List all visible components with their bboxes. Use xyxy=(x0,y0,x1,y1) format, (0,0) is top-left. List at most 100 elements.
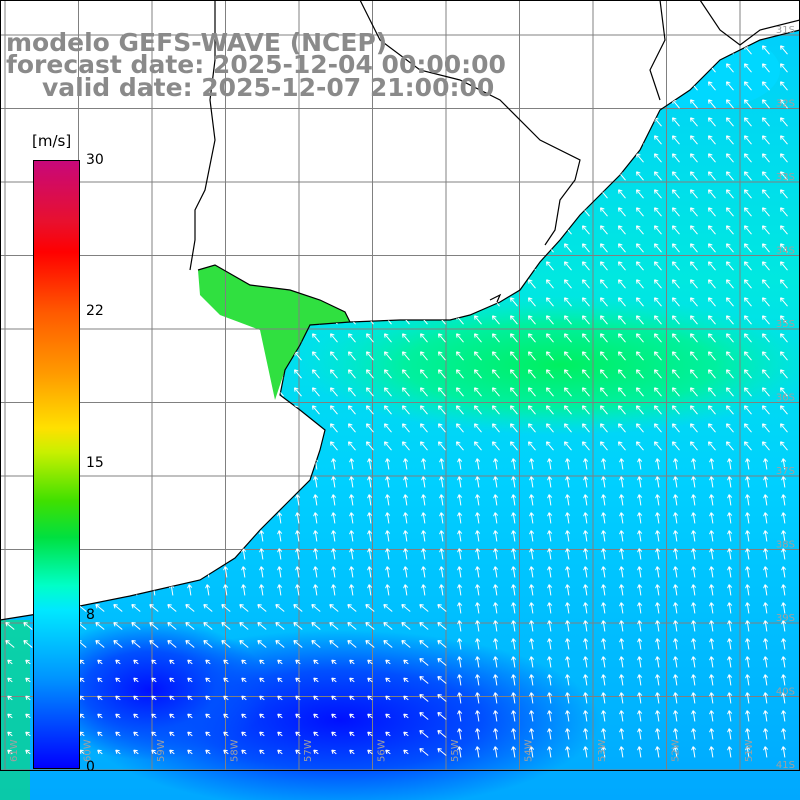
wind-arrow xyxy=(509,441,518,451)
wind-arrow xyxy=(637,728,643,740)
wind-arrow xyxy=(529,710,535,722)
wind-arrow xyxy=(743,387,752,397)
wind-arrow xyxy=(653,351,662,361)
wind-arrow xyxy=(187,584,193,596)
wind-arrow xyxy=(599,441,608,451)
wind-arrow xyxy=(709,692,715,704)
wind-arrow xyxy=(437,369,446,379)
wind-arrow xyxy=(437,675,447,684)
wind-arrow xyxy=(475,710,481,722)
wind-arrow xyxy=(761,45,770,55)
wind-arrow xyxy=(565,512,571,524)
wind-arrow xyxy=(509,423,518,433)
wind-arrow xyxy=(313,530,319,542)
wind-arrow xyxy=(347,333,356,343)
wind-arrow xyxy=(599,369,608,379)
wind-arrow xyxy=(545,423,554,433)
wind-arrow xyxy=(547,620,553,632)
wind-arrow xyxy=(671,405,680,415)
wind-arrow xyxy=(655,638,661,650)
wind-arrow xyxy=(709,566,715,578)
wind-arrow xyxy=(133,659,139,665)
wind-arrow xyxy=(707,171,716,181)
wind-arrow xyxy=(401,603,411,612)
wind-arrow xyxy=(259,731,265,737)
wind-arrow xyxy=(727,458,733,470)
wind-arrow xyxy=(781,602,787,614)
wind-arrow xyxy=(689,99,698,109)
wind-arrow xyxy=(763,512,769,524)
wind-arrow xyxy=(599,243,608,253)
wind-arrow xyxy=(311,621,321,630)
wind-arrow xyxy=(331,476,337,488)
wind-arrow xyxy=(295,584,301,596)
wind-arrow xyxy=(619,548,625,560)
wind-arrow xyxy=(581,387,590,397)
wind-arrow xyxy=(619,458,625,470)
wind-arrow xyxy=(709,674,715,686)
wind-arrow xyxy=(635,243,644,253)
wind-arrow xyxy=(583,620,589,632)
wind-arrow xyxy=(707,297,716,307)
wind-arrow xyxy=(743,81,752,91)
wind-arrow xyxy=(779,261,788,271)
wind-arrow xyxy=(401,423,410,433)
wind-arrow xyxy=(727,710,733,722)
latitude-label: 34S xyxy=(776,246,795,257)
wind-arrow xyxy=(617,243,626,253)
wind-arrow xyxy=(349,677,355,683)
wind-arrow xyxy=(527,351,536,361)
wind-arrow xyxy=(601,512,607,524)
wind-arrow xyxy=(169,695,175,701)
wind-arrow xyxy=(25,713,31,719)
wind-arrow xyxy=(331,548,337,560)
wind-arrow xyxy=(691,476,697,488)
wind-arrow xyxy=(511,476,517,488)
wind-arrow xyxy=(331,677,337,683)
wind-arrow xyxy=(151,677,157,683)
wind-arrow xyxy=(97,713,103,719)
wind-arrow xyxy=(781,674,787,686)
wind-arrow xyxy=(329,441,338,451)
wind-arrow xyxy=(383,333,392,343)
wind-arrow xyxy=(581,225,590,235)
wind-arrow xyxy=(725,333,734,343)
wind-arrow xyxy=(689,207,698,217)
wind-arrow xyxy=(601,602,607,614)
wind-arrow xyxy=(383,621,393,630)
wind-arrow xyxy=(493,638,499,650)
wind-arrow xyxy=(529,656,535,668)
wind-arrow xyxy=(689,261,698,271)
wind-arrow xyxy=(491,423,500,433)
wind-arrow xyxy=(617,423,626,433)
wind-arrow xyxy=(421,584,427,596)
wind-arrow xyxy=(671,135,680,145)
wind-arrow xyxy=(7,659,13,665)
wind-arrow xyxy=(689,189,698,199)
wind-arrow xyxy=(545,315,554,325)
wind-arrow xyxy=(745,602,751,614)
wind-arrow xyxy=(673,494,679,506)
wind-arrow xyxy=(673,620,679,632)
wind-arrow xyxy=(527,333,536,343)
wind-arrow xyxy=(419,423,428,433)
wind-arrow xyxy=(457,620,463,632)
wind-arrow xyxy=(743,423,752,433)
wind-arrow xyxy=(437,657,447,666)
wind-arrow xyxy=(529,746,535,758)
wind-arrow xyxy=(437,621,447,630)
wind-arrow xyxy=(365,639,375,648)
wind-arrow xyxy=(761,207,770,217)
wind-arrow xyxy=(743,315,752,325)
wind-arrow xyxy=(473,405,482,415)
wind-arrow xyxy=(745,512,751,524)
wind-arrow xyxy=(583,674,589,686)
wind-arrow xyxy=(583,530,589,542)
wind-arrow xyxy=(583,476,589,488)
wind-arrow xyxy=(725,243,734,253)
wind-arrow xyxy=(653,387,662,397)
wind-arrow xyxy=(725,369,734,379)
wind-arrow xyxy=(421,548,427,560)
wind-arrow xyxy=(329,369,338,379)
